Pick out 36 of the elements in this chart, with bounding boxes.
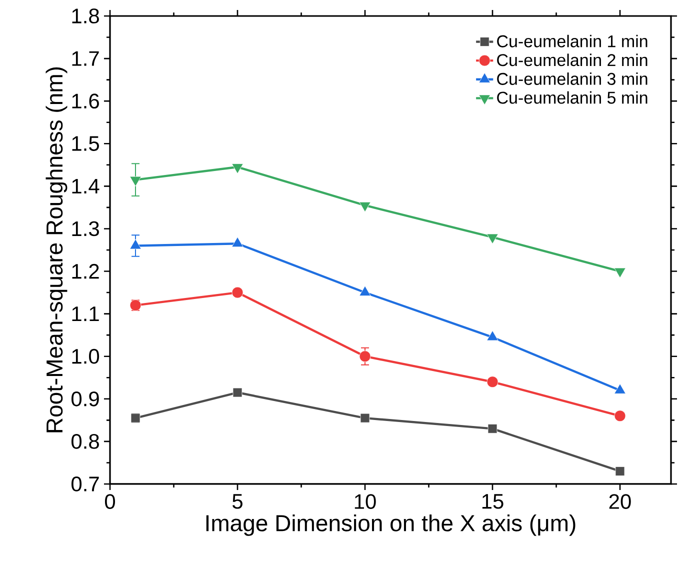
x-axis-title: Image Dimension on the X axis (μm) (206, 514, 576, 536)
point (486, 234, 498, 244)
y-tick-label: 1.3 (72, 221, 99, 236)
legend-label: Cu-eumelanin 5 min (497, 91, 648, 104)
x-tick-label: 15 (482, 494, 504, 509)
legend-label: Cu-eumelanin 3 min (497, 72, 648, 85)
point (488, 424, 498, 434)
point (232, 286, 244, 298)
point (486, 376, 498, 388)
y-tick-label: 1.7 (72, 51, 99, 66)
y-tick-label: 1.6 (72, 94, 99, 109)
y-tick-label: 1.8 (72, 8, 99, 24)
y-tick-label: 1.1 (72, 306, 99, 322)
x-tick-label: 10 (354, 494, 376, 509)
legend-label: Cu-eumelanin 2 min (497, 54, 648, 66)
x-tick-label: 0 (104, 494, 116, 509)
y-tick-label: 1.4 (72, 178, 100, 194)
point (614, 410, 626, 422)
y-tick-label: 1.5 (72, 136, 99, 151)
x-tick-label: 5 (232, 494, 242, 509)
y-axis-title: Root-Mean-square Roughness (nm) (46, 67, 68, 432)
point (130, 176, 142, 186)
y-tick-label: 1.2 (72, 264, 99, 279)
point (232, 164, 244, 174)
y-tick-label: 0.7 (71, 476, 99, 492)
point (359, 350, 371, 362)
point (615, 466, 625, 476)
point (232, 388, 242, 398)
legend-label: Cu-eumelanin 1 min (497, 34, 648, 48)
y-tick-label: 1.0 (72, 348, 100, 364)
x-tick-label: 20 (609, 494, 631, 509)
point (360, 413, 370, 423)
point (614, 268, 626, 278)
y-tick-label: 0.9 (71, 391, 99, 406)
y-tick-label: 0.8 (71, 434, 99, 449)
point (359, 202, 371, 212)
